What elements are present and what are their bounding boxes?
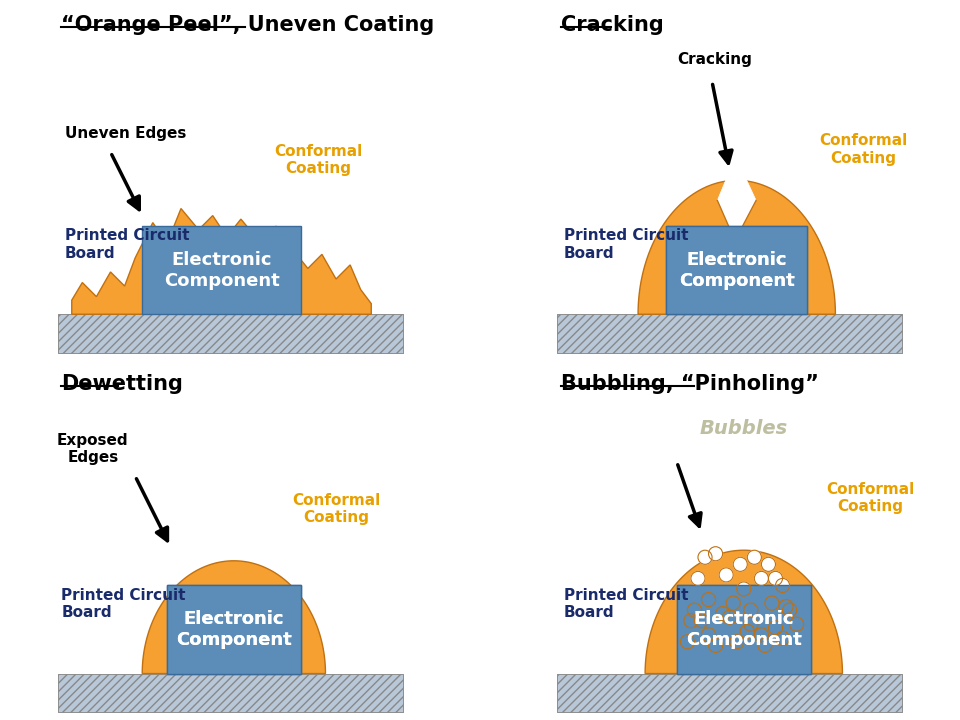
Circle shape [768, 572, 782, 585]
Bar [142, 226, 300, 314]
Text: Conformal
Coating: Conformal Coating [827, 482, 915, 515]
Circle shape [715, 607, 730, 621]
Bar [58, 673, 403, 712]
Polygon shape [142, 561, 325, 673]
Text: Uneven Edges: Uneven Edges [64, 126, 186, 141]
Text: Electronic
Component: Electronic Component [685, 610, 802, 649]
Text: Conformal
Coating: Conformal Coating [292, 492, 380, 525]
Bar [557, 673, 902, 712]
Circle shape [765, 596, 779, 610]
Bar [666, 226, 807, 314]
Circle shape [755, 628, 768, 642]
Polygon shape [72, 209, 372, 314]
Polygon shape [645, 550, 843, 673]
Circle shape [744, 603, 757, 617]
Circle shape [702, 593, 715, 607]
Circle shape [723, 610, 736, 624]
Circle shape [755, 572, 768, 585]
Text: Electronic
Component: Electronic Component [176, 610, 292, 649]
Text: Conformal
Coating: Conformal Coating [820, 133, 908, 166]
Text: Electronic
Component: Electronic Component [685, 610, 802, 649]
Text: Cracking: Cracking [561, 14, 663, 35]
Bar [58, 314, 403, 353]
Bar [557, 673, 902, 712]
Circle shape [708, 546, 723, 561]
Text: Electronic
Component: Electronic Component [163, 251, 279, 289]
Polygon shape [717, 163, 756, 240]
Bar [557, 314, 902, 353]
Circle shape [747, 550, 761, 564]
Text: “Orange Peel”, Uneven Coating: “Orange Peel”, Uneven Coating [61, 14, 435, 35]
Bar [677, 585, 811, 673]
Text: Printed Circuit
Board: Printed Circuit Board [564, 588, 688, 620]
Text: Cracking: Cracking [677, 52, 752, 67]
Circle shape [789, 617, 804, 631]
Circle shape [702, 628, 715, 642]
Text: Electronic
Component: Electronic Component [679, 251, 795, 289]
Circle shape [684, 613, 698, 628]
Text: Conformal
Coating: Conformal Coating [275, 144, 363, 176]
Circle shape [757, 639, 772, 652]
Circle shape [733, 557, 747, 572]
Text: Bubbling, “Pinholing”: Bubbling, “Pinholing” [561, 374, 819, 394]
Text: Dewetting: Dewetting [61, 374, 183, 394]
Circle shape [687, 603, 702, 617]
Text: Bubbles: Bubbles [700, 419, 788, 438]
Text: Printed Circuit
Board: Printed Circuit Board [64, 228, 189, 261]
Bar [58, 673, 403, 712]
Circle shape [744, 617, 757, 631]
Polygon shape [638, 180, 835, 314]
Text: Printed Circuit
Board: Printed Circuit Board [61, 588, 185, 620]
Circle shape [779, 600, 793, 613]
Circle shape [761, 557, 776, 572]
Circle shape [694, 613, 708, 628]
Text: Exposed
Edges: Exposed Edges [57, 433, 129, 465]
Circle shape [730, 635, 744, 649]
Bar [58, 314, 403, 353]
Bar [677, 585, 811, 673]
Circle shape [719, 568, 733, 582]
Circle shape [782, 603, 797, 617]
Bar [557, 314, 902, 353]
Bar [666, 226, 807, 314]
Bar [167, 585, 300, 673]
Circle shape [698, 550, 712, 564]
Circle shape [776, 578, 789, 593]
Circle shape [691, 572, 705, 585]
Circle shape [736, 582, 751, 596]
Bar [167, 585, 300, 673]
Circle shape [768, 621, 782, 635]
Text: Electronic
Component: Electronic Component [679, 251, 795, 289]
Circle shape [708, 639, 723, 652]
Circle shape [740, 624, 755, 639]
Text: Printed Circuit
Board: Printed Circuit Board [564, 228, 688, 261]
Circle shape [726, 596, 740, 610]
Circle shape [681, 635, 694, 649]
Circle shape [776, 631, 789, 645]
Text: Electronic
Component: Electronic Component [176, 610, 292, 649]
